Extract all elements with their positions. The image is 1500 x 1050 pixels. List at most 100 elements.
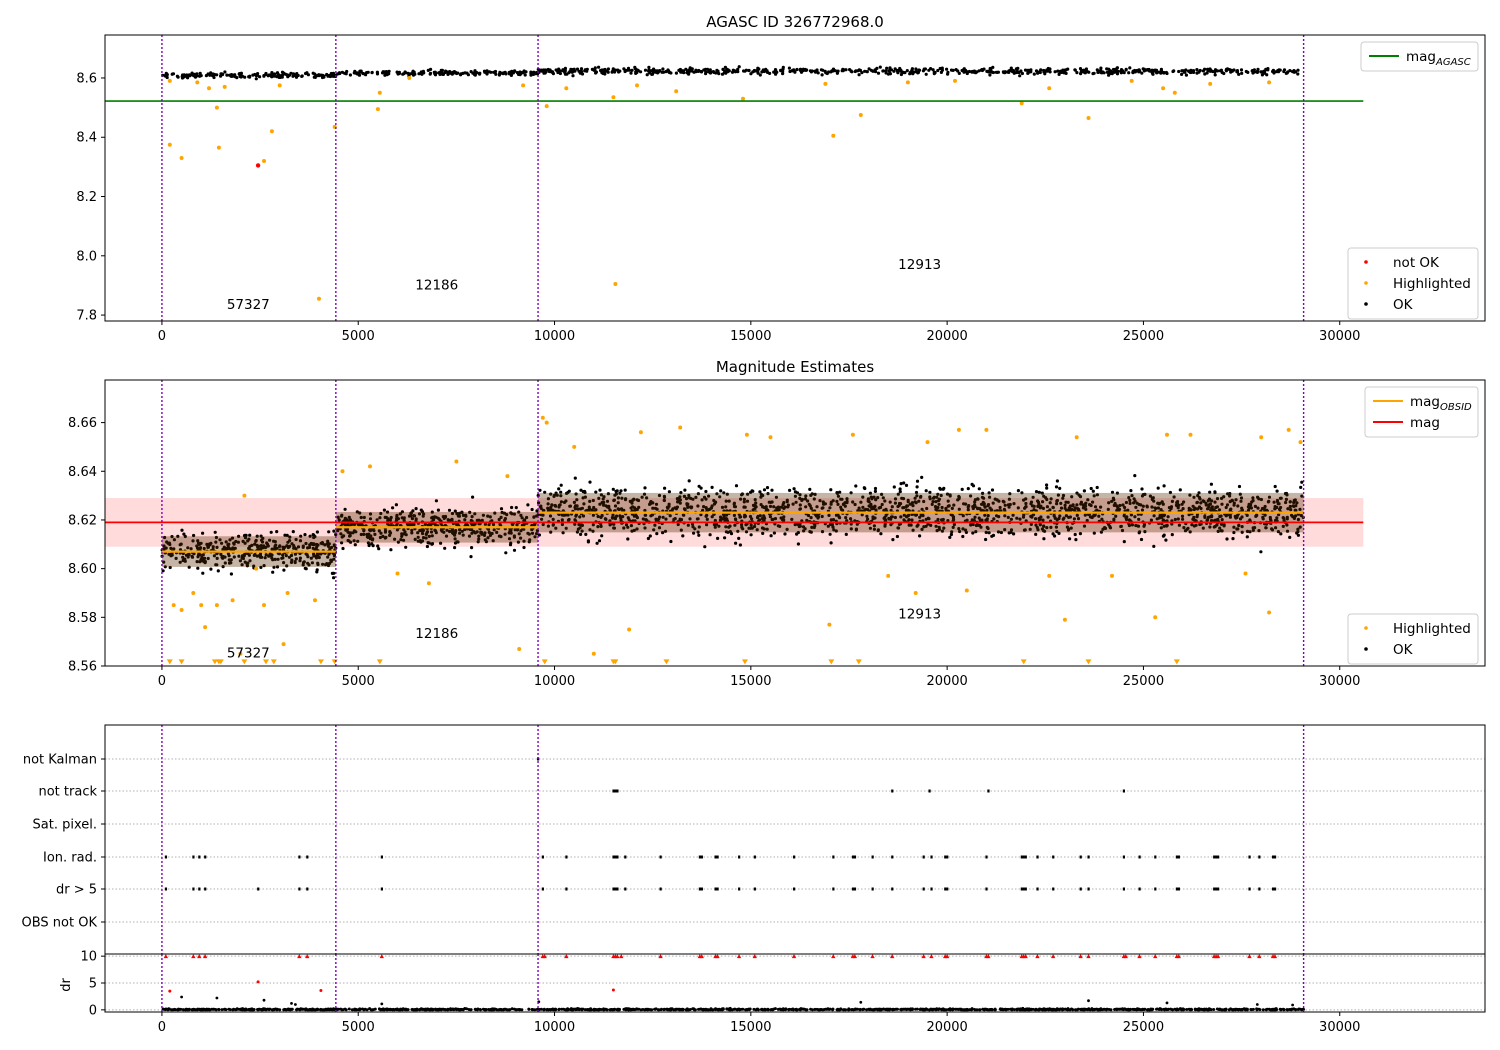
p2-xtick-label: 5000 <box>342 674 375 689</box>
p3-flag-mark <box>1024 855 1027 859</box>
p3-flag-mark <box>753 855 756 859</box>
p4-clipped-marker <box>791 954 797 959</box>
p4-dr-point <box>180 995 184 999</box>
p2-highlighted-point <box>203 625 208 630</box>
p1-highlighted-point <box>741 96 745 101</box>
p2-below-range-marker <box>262 659 269 665</box>
p4-red-point <box>611 988 615 992</box>
p3-flag-mark <box>612 789 615 793</box>
p2-xtick-label: 30000 <box>1319 674 1360 689</box>
p3-flag-mark <box>1217 855 1220 859</box>
p3-flag-mark <box>1052 887 1055 891</box>
p3-flag-mark <box>851 887 855 891</box>
p3-flag-mark <box>1213 855 1216 859</box>
p3-flag-mark <box>891 887 894 891</box>
p4-ytick-label: 0 <box>89 1003 97 1018</box>
p4-clipped-marker <box>1123 954 1128 959</box>
p3-flag-mark <box>541 855 544 859</box>
p2-highlighted-point <box>850 432 855 437</box>
p3-flag-mark <box>698 887 701 891</box>
p3-flag-mark <box>944 887 947 891</box>
p3-flag-mark <box>1122 887 1126 891</box>
p1-line-legend <box>1360 41 1479 72</box>
p1-highlighted-point <box>611 95 616 100</box>
p3-flag-mark <box>541 887 544 891</box>
p4-xtick-label: 0 <box>158 1020 166 1035</box>
p2-highlighted-point <box>262 603 266 608</box>
p2-highlighted-point <box>454 459 459 464</box>
p2-highlighted-point <box>1188 432 1193 437</box>
p1-highlighted-point <box>207 86 211 91</box>
p2-highlighted-point <box>313 598 317 603</box>
p3-flag-mark <box>192 887 195 891</box>
p3-flag-mark <box>851 855 855 859</box>
p4-clipped-marker <box>619 954 624 959</box>
p4-xtick-label: 30000 <box>1319 1020 1360 1035</box>
p3-flag-mark <box>753 887 756 891</box>
p1-highlighted-point <box>564 86 569 91</box>
p1-ytick-label: 8.2 <box>76 190 97 205</box>
p1-highlighted-point <box>1161 86 1166 91</box>
p2-xtick-label: 0 <box>158 674 166 689</box>
p2-line-legend-label: mag <box>1410 415 1440 431</box>
p4-dr-point <box>215 996 219 1000</box>
p4-ytick-label: 5 <box>89 977 97 992</box>
p2-xtick-label: 10000 <box>534 674 575 689</box>
p1-xtick-label: 30000 <box>1319 329 1360 344</box>
p3-flag-mark <box>985 855 988 859</box>
p3-flag-mark <box>716 855 719 859</box>
p1-highlighted-point <box>831 133 836 138</box>
p3-plot-area <box>105 725 1485 954</box>
p1-xtick-label: 0 <box>158 329 166 344</box>
p3-flag-mark <box>891 855 894 859</box>
flags-plot: not Kalman not track Sat. pixel. Ion. rad. d… <box>22 724 1486 955</box>
p2-marker-legend-swatch <box>1364 647 1368 651</box>
p2-below-range-marker <box>376 659 383 665</box>
p3-flag-mark <box>1217 887 1220 891</box>
p2-highlighted-point <box>395 571 400 576</box>
p3-flag-mark <box>698 855 701 859</box>
p3-flag-mark <box>1177 887 1180 891</box>
p3-flag-mark <box>871 855 874 859</box>
p4-clipped-marker <box>542 954 547 959</box>
p3-flag-mark <box>1175 887 1179 891</box>
p1-highlighted-point <box>1047 86 1052 91</box>
p1-ytick-label: 8.6 <box>76 71 97 86</box>
p2-highlighted-point <box>199 603 204 608</box>
p2-highlighted-point <box>984 427 989 432</box>
p2-highlighted-point <box>171 603 176 608</box>
p2-below-range-marker <box>1173 659 1180 665</box>
p4-dr-point <box>262 998 266 1002</box>
p1-highlighted-point <box>1267 80 1272 85</box>
p3-flag-mark <box>380 887 383 891</box>
p2-below-range-marker <box>178 659 185 665</box>
p2-highlighted-point <box>426 581 431 586</box>
p3-flag-mark <box>1138 887 1141 891</box>
p4-clipped-marker <box>852 954 858 959</box>
p1-highlighted-point <box>635 83 639 88</box>
p3-flag-mark <box>1022 887 1025 891</box>
p1-highlighted-point <box>167 142 172 147</box>
p4-red-point <box>256 980 260 984</box>
p3-flag-mark <box>793 855 796 859</box>
p1-highlighted-point <box>1086 116 1091 120</box>
p2-highlighted-point <box>1110 573 1114 578</box>
p2-marker-legend <box>1347 613 1479 665</box>
p3-flag-mark <box>1020 887 1023 891</box>
p2-below-range-marker <box>166 659 173 665</box>
p3-flag-mark <box>612 855 615 859</box>
p2-marker-legend-swatch <box>1364 626 1368 630</box>
p2-ytick-label: 8.60 <box>68 562 97 577</box>
p3-flag-mark <box>714 887 717 891</box>
p1-highlighted-point <box>262 159 266 163</box>
p2-highlighted-point <box>254 566 259 571</box>
p3-flag-mark <box>928 789 931 793</box>
p4-clipped-marker <box>870 954 875 959</box>
p3-flag-mark <box>1273 855 1277 859</box>
p3-flag-mark <box>793 887 796 891</box>
p3-flag-mark <box>1154 887 1157 891</box>
p4-clipped-marker <box>191 954 196 959</box>
p1-xtick-label: 15000 <box>730 329 771 344</box>
p3-flag-mark <box>612 887 615 891</box>
p2-highlighted-point <box>242 493 247 498</box>
